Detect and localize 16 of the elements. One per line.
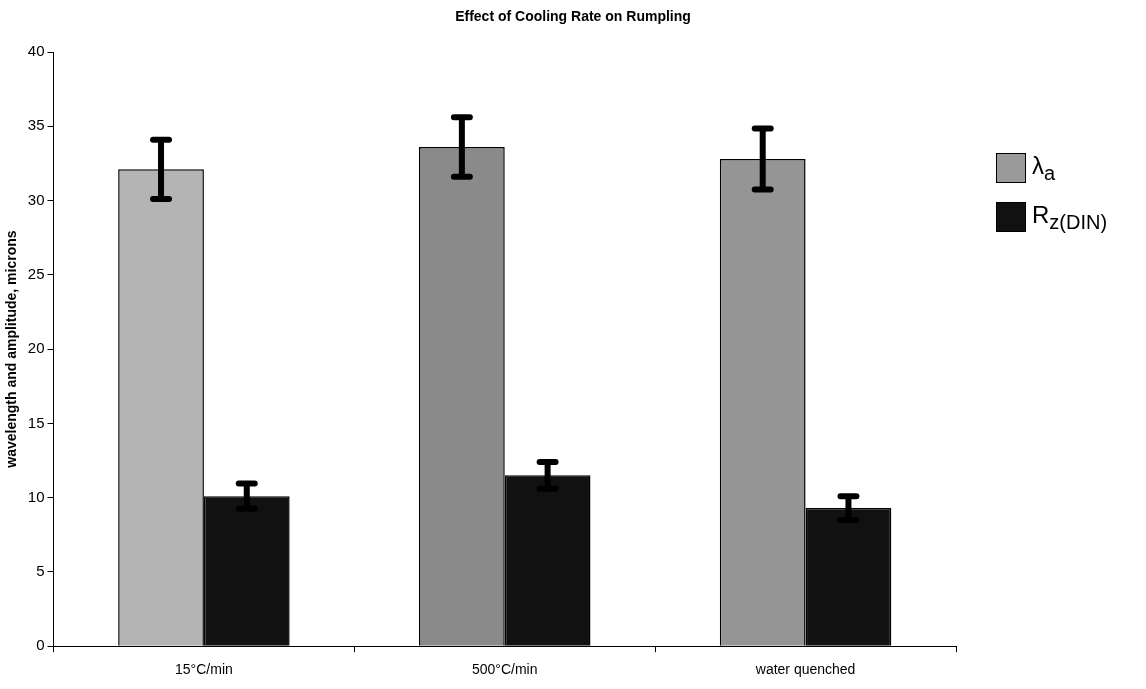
y-tick-label: 20 <box>27 339 45 357</box>
y-tick-label: 5 <box>36 562 45 580</box>
x-tick-label: water quenched <box>754 661 856 678</box>
y-tick-label: 25 <box>27 264 45 282</box>
x-tick-label: 500°C/min <box>471 661 538 678</box>
y-tick-label: 30 <box>27 190 45 208</box>
legend-label: R$_{z(DIN)}$ <box>1032 200 1108 234</box>
y-tick-label: 10 <box>27 487 45 505</box>
y-axis-title: wavelength and amplitude, microns <box>3 230 20 469</box>
y-tick-label: 35 <box>27 116 45 134</box>
y-tick-label: 0 <box>36 636 45 654</box>
legend-label: λ$_{a}$ <box>1032 152 1056 185</box>
y-tick-label: 40 <box>27 42 45 60</box>
x-tick-label: 15°C/min <box>175 661 233 678</box>
y-tick-label: 15 <box>27 413 45 431</box>
chart-title: Effect of Cooling Rate on Rumpling <box>454 8 692 24</box>
